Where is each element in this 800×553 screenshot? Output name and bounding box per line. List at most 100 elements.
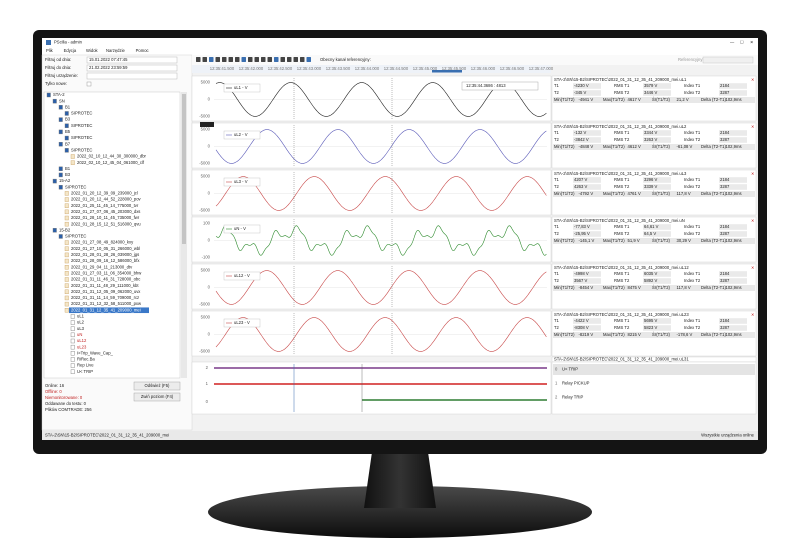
channel-strip <box>191 310 552 357</box>
tree-item: B3 <box>65 172 71 177</box>
panel-cell: T2 <box>554 278 560 283</box>
filter-value: 15.01.2022 07:47:45 <box>89 57 128 62</box>
panel-row-bg <box>553 285 755 291</box>
toolbar-icon[interactable] <box>293 57 299 62</box>
toolbar-icon[interactable] <box>267 57 273 62</box>
value-cell <box>643 130 671 136</box>
value-cell <box>643 224 671 230</box>
panel-cell: 64,5 V <box>644 231 656 236</box>
button <box>133 392 181 402</box>
toolbar-icon[interactable] <box>254 57 260 62</box>
toolbar-icon[interactable] <box>215 57 221 62</box>
toolbar-icon[interactable] <box>261 57 266 62</box>
tree-icon <box>70 363 75 368</box>
tree-item: 15-B2 <box>59 227 71 232</box>
toolbar-icon[interactable] <box>196 57 201 62</box>
panel-cell: -61,08 V <box>677 144 693 149</box>
panel-cell: RMS T2 <box>614 90 630 95</box>
tree-icon <box>70 160 75 165</box>
tree-icon <box>64 246 69 251</box>
value-cell <box>643 184 671 190</box>
status-right: Wszystkie urządzenia online <box>701 433 755 438</box>
window-control: — <box>730 40 735 45</box>
button-label: Odśwież (F5) <box>145 383 171 388</box>
tree-item: B3 <box>65 117 71 122</box>
panel-cell: Śr(T1/T2) <box>652 332 671 337</box>
toolbar-icon[interactable] <box>235 57 240 62</box>
channel-legend <box>223 318 261 328</box>
panel-cell: 8215 V <box>628 332 641 337</box>
time-label: 12:35:41.500 <box>210 66 235 71</box>
tree-item: 2022_01_25_11_45_14_775000_tvr <box>71 203 139 208</box>
panel-cell: T2 <box>554 231 560 236</box>
channel-strip <box>191 169 552 216</box>
panel-cell: -3842 V <box>574 137 589 142</box>
toolbar-icon[interactable] <box>202 57 208 62</box>
tree-icon <box>64 277 69 282</box>
panel-close: ✕ <box>751 265 755 270</box>
panel-cell: 3287 <box>720 137 730 142</box>
panel-cell: 3287 <box>720 184 730 189</box>
time-window <box>432 70 462 73</box>
panel-cell: 102,9ms <box>726 191 742 196</box>
title-bar <box>42 38 758 47</box>
panel-cell: Delta (T2-T1) <box>701 238 727 243</box>
panel-cell: 51,9 V <box>628 238 640 243</box>
value-cell <box>643 177 671 183</box>
toolbar-icon[interactable] <box>300 57 305 62</box>
toolbar-icon[interactable] <box>241 57 247 62</box>
tree-icon <box>64 240 69 245</box>
cursor-box <box>461 81 539 91</box>
panel-cell: Index T1 <box>684 318 701 323</box>
tree-item: 2022_01_27_07_06_45_203000_dxs <box>71 209 140 214</box>
waveform <box>215 129 547 164</box>
toolbar-icon[interactable] <box>287 57 292 62</box>
panel-cell: Delta (T2-T1) <box>701 97 727 102</box>
filter-label: Filtruj urządzenie: <box>45 73 78 78</box>
value-cell <box>573 83 601 89</box>
panel-cell: 102,9ms <box>726 144 742 149</box>
digital-tick: 0 <box>206 399 209 404</box>
channel-tick: 0 <box>208 332 211 337</box>
panel-cell: 5695 V <box>644 318 657 323</box>
tree-icon <box>70 326 75 331</box>
tree-item: uL3 <box>77 326 85 331</box>
tree-item: 15-A2 <box>59 178 71 183</box>
tree-icon <box>64 215 69 221</box>
value-cell <box>719 177 747 183</box>
panel-cell: 4207 V <box>574 177 587 182</box>
waveform <box>215 176 547 211</box>
tree-item: B7 <box>65 141 71 146</box>
channel-name: uL3 - V <box>234 179 248 184</box>
channel-tick: -5000 <box>199 161 210 166</box>
toolbar-icon[interactable] <box>280 57 286 62</box>
tree-item: B5 <box>65 129 71 134</box>
panel-cell: Min(T1/T2) <box>554 238 575 243</box>
tree-item: 2022_01_28_09_16_12_586000_bfx <box>71 258 140 263</box>
value-cell <box>719 224 747 230</box>
tree-icon <box>64 264 69 270</box>
toolbar-icon[interactable] <box>274 57 279 62</box>
stat-line: Oddawane do testu: 0 <box>45 401 87 406</box>
panel-cell: T1 <box>554 177 560 182</box>
time-label: 12:35:43.000 <box>297 66 322 71</box>
tree-icon <box>58 234 63 239</box>
signal-index: 1 <box>555 381 558 386</box>
value-cell <box>643 83 671 89</box>
toolbar-icon[interactable] <box>228 57 234 62</box>
panel-cell: Max(T1/T2) <box>603 144 625 149</box>
tree-icon <box>64 301 69 307</box>
window-title: PScilia - admin <box>54 40 83 45</box>
stand-neck <box>364 452 436 508</box>
toolbar-icon[interactable] <box>209 57 214 62</box>
time-label: 12:35:42.000 <box>239 66 264 71</box>
tree-item: SIPROTEC <box>65 234 86 239</box>
toolbar-icon[interactable] <box>222 57 227 62</box>
panel-cell: -4941 V <box>579 97 594 102</box>
panel-cell: 2184 <box>720 271 730 276</box>
toolbar-icon[interactable] <box>306 57 312 62</box>
filter-input <box>86 56 178 64</box>
panel-cell: Index T2 <box>684 325 701 330</box>
toolbar-icon[interactable] <box>248 57 253 62</box>
value-cell <box>573 231 601 237</box>
